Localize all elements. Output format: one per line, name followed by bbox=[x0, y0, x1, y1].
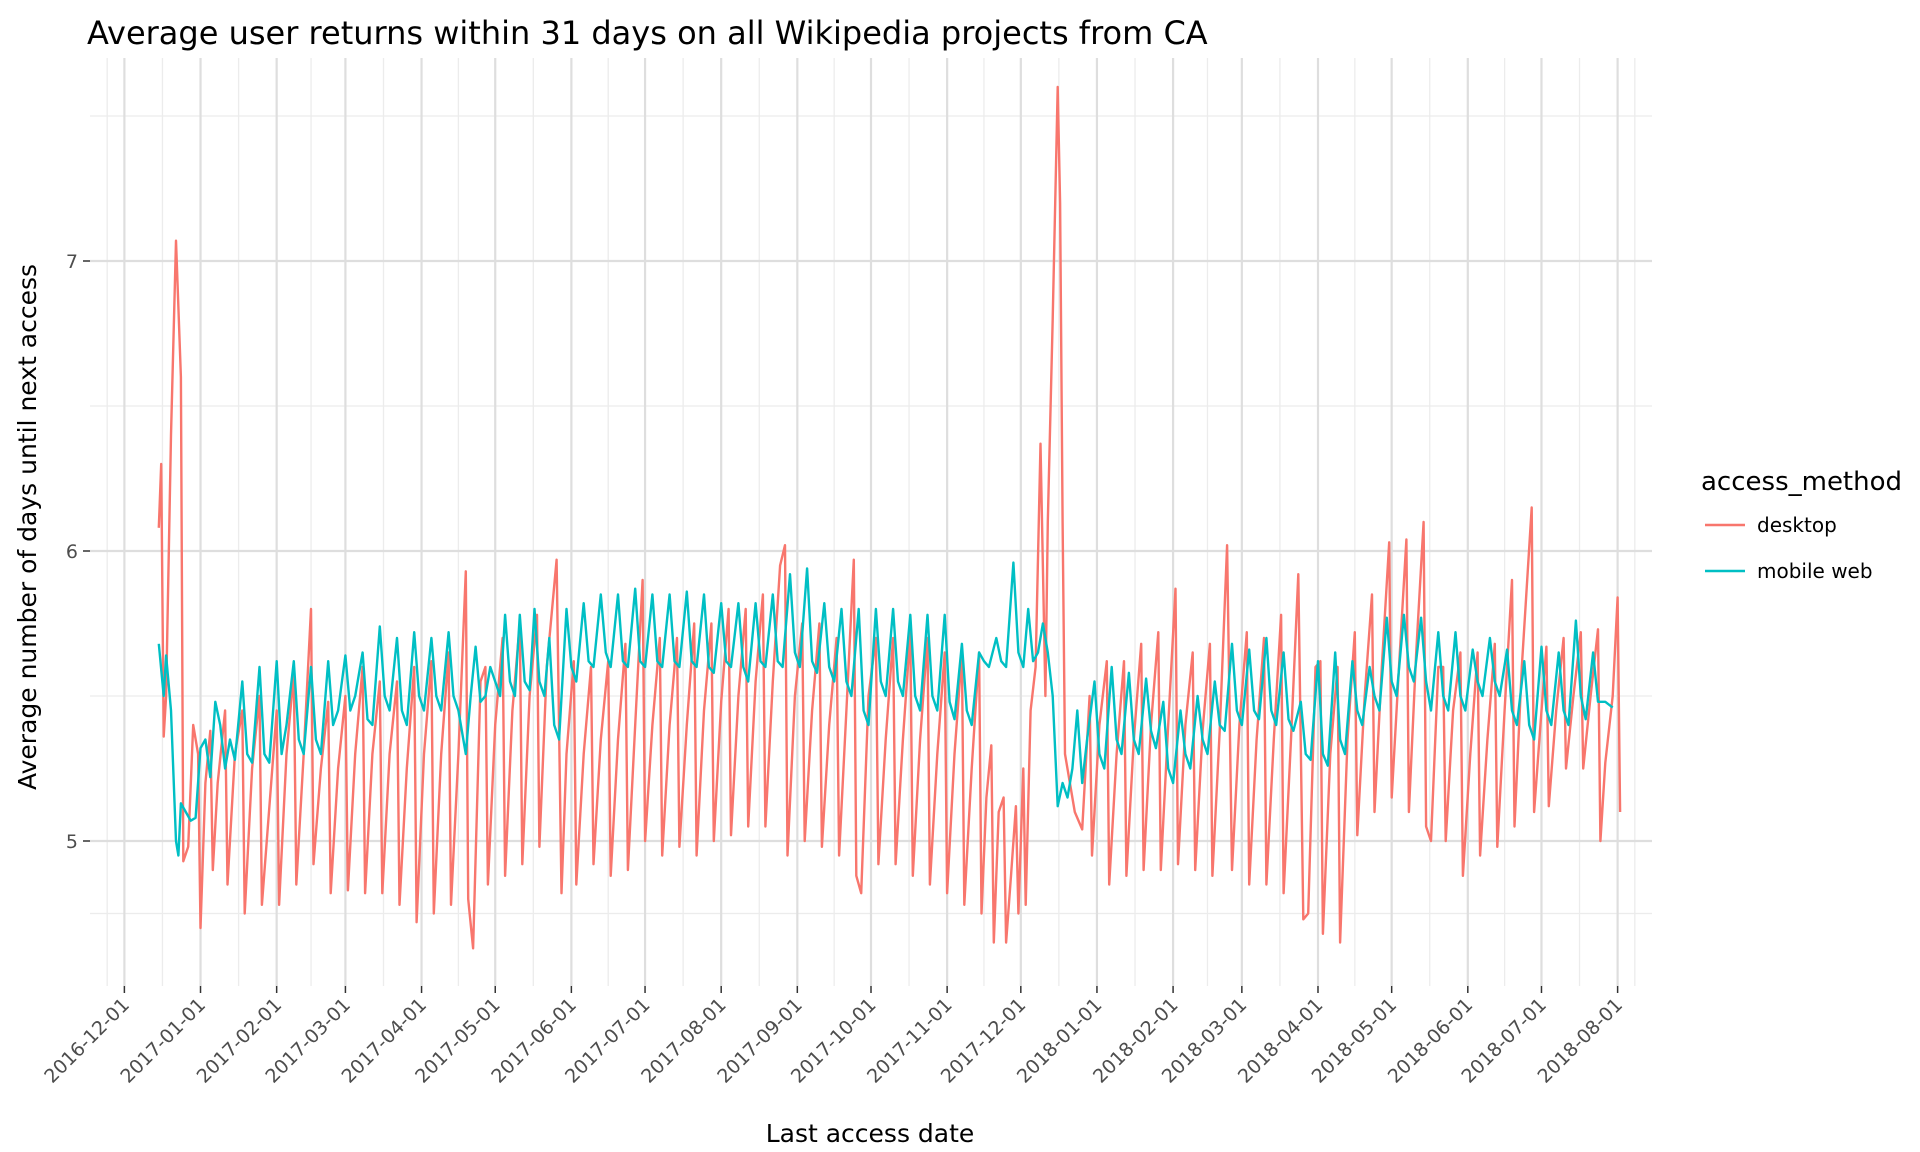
y-axis-title: Average number of days until next access bbox=[13, 264, 42, 790]
legend-label: mobile web bbox=[1757, 559, 1873, 583]
y-tick-label: 5 bbox=[66, 831, 78, 853]
y-axis-ticks: 5 6 7 bbox=[66, 251, 90, 853]
legend-label: desktop bbox=[1757, 513, 1837, 537]
chart-title: Average user returns within 31 days on a… bbox=[87, 14, 1208, 52]
legend: access_method desktop mobile web bbox=[1701, 467, 1902, 583]
grid bbox=[90, 58, 1652, 986]
y-tick-label: 6 bbox=[66, 541, 78, 563]
series-line-mobile-web bbox=[157, 561, 1614, 857]
series-layer bbox=[157, 85, 1622, 950]
y-tick-label: 7 bbox=[66, 251, 78, 273]
series-line-desktop bbox=[157, 85, 1622, 950]
legend-title: access_method bbox=[1701, 467, 1902, 497]
x-axis-ticks: 2016-12-012017-01-012017-02-012017-03-01… bbox=[40, 986, 1627, 1088]
x-axis-title: Last access date bbox=[766, 1119, 975, 1148]
